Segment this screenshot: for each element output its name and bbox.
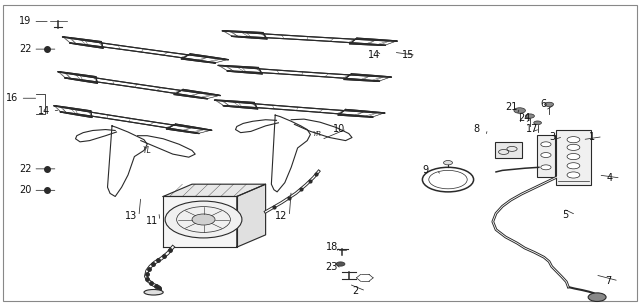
Text: 1: 1 [589,132,595,142]
Text: 17: 17 [526,124,538,134]
Polygon shape [218,65,392,81]
Polygon shape [214,100,385,117]
Polygon shape [62,37,228,63]
Ellipse shape [144,290,163,295]
Circle shape [567,154,580,160]
Text: 22: 22 [19,164,32,174]
Circle shape [525,114,534,118]
Circle shape [514,108,525,113]
Text: 15: 15 [402,50,414,60]
Text: 20: 20 [19,185,31,195]
Circle shape [165,201,242,238]
Polygon shape [76,130,116,142]
Polygon shape [58,72,221,99]
FancyBboxPatch shape [495,142,522,158]
Polygon shape [222,31,397,45]
Text: 11: 11 [146,216,158,226]
Text: 5: 5 [562,210,568,220]
Circle shape [534,121,541,125]
Circle shape [192,214,215,225]
Circle shape [541,153,551,157]
Text: 2: 2 [352,286,358,296]
Circle shape [336,262,345,266]
Polygon shape [138,136,195,157]
Text: 13: 13 [125,212,137,221]
Text: 9: 9 [422,165,429,175]
Text: 3: 3 [549,132,556,142]
Circle shape [567,163,580,169]
Text: 8: 8 [474,124,480,134]
Polygon shape [291,119,352,141]
Polygon shape [271,115,310,192]
Text: 23: 23 [325,262,337,272]
Text: 22: 22 [19,44,32,54]
Polygon shape [108,126,147,196]
Text: YL: YL [143,146,152,155]
Text: 7: 7 [605,276,611,286]
Text: 16: 16 [6,93,19,103]
Text: YR: YR [313,130,322,137]
Circle shape [567,137,580,143]
Circle shape [545,102,554,107]
Text: 19: 19 [19,17,31,26]
Text: 21: 21 [506,103,518,112]
Text: 6: 6 [541,99,547,109]
FancyBboxPatch shape [556,130,591,185]
Text: 18: 18 [326,242,339,252]
Text: 12: 12 [275,212,287,221]
Polygon shape [237,184,266,247]
Text: 4: 4 [607,173,613,183]
Text: 10: 10 [333,124,345,134]
Polygon shape [54,106,212,134]
Circle shape [567,144,580,150]
Text: 14: 14 [368,50,380,60]
Polygon shape [236,120,278,133]
Circle shape [444,161,452,165]
Polygon shape [163,184,266,196]
Circle shape [588,293,606,301]
Polygon shape [163,196,237,247]
FancyBboxPatch shape [537,135,555,177]
Text: 24: 24 [518,113,531,123]
Circle shape [541,142,551,147]
Text: 14: 14 [38,106,51,115]
Circle shape [567,172,580,178]
Circle shape [541,165,551,170]
